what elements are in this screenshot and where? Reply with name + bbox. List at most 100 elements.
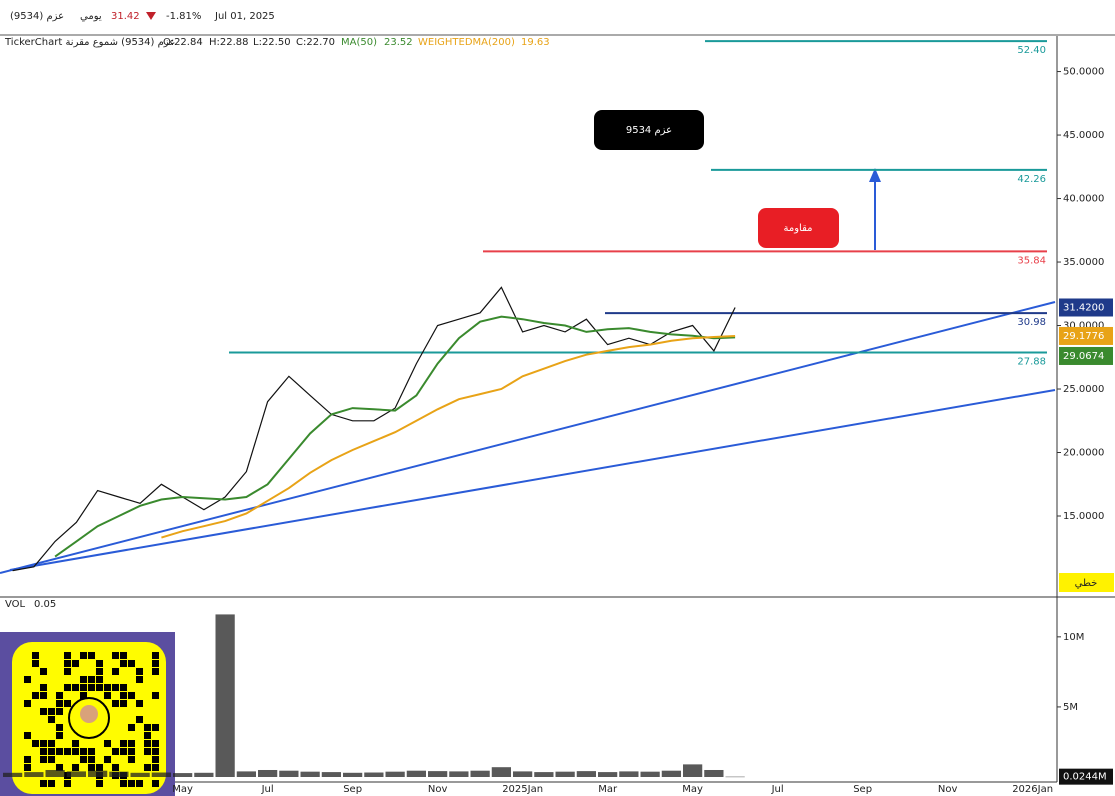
volume-bar	[151, 772, 171, 777]
x-tick-label: Jul	[771, 784, 784, 795]
snapcode-cell	[56, 724, 63, 731]
change: -1.81%	[166, 11, 201, 22]
volume-bar	[640, 771, 660, 777]
snapcode-cell	[120, 740, 127, 747]
snapcode-cell	[80, 684, 87, 691]
level-label: 30.98	[1017, 317, 1046, 328]
snapcode-cell	[80, 692, 87, 699]
snapcode-cell	[48, 780, 55, 787]
price-tag	[1059, 326, 1113, 345]
snapcode-cell	[40, 748, 47, 755]
snapcode-cell	[40, 780, 47, 787]
scale-label[interactable]: خطي	[1075, 578, 1098, 589]
indicator-line	[161, 335, 736, 539]
snapcode-cell	[88, 684, 95, 691]
y-tick-label: 5M	[1063, 702, 1078, 713]
avatar-face	[80, 705, 98, 723]
volume-tag	[1059, 768, 1113, 785]
snapcode-cell	[24, 732, 31, 739]
snapcode-cell	[64, 684, 71, 691]
volume-bar	[534, 772, 554, 777]
snapcode-cell	[40, 684, 47, 691]
x-tick-label: May	[682, 784, 703, 795]
x-tick-label: Nov	[938, 784, 958, 795]
snapcode-cell	[56, 748, 63, 755]
snapcode-cell	[104, 684, 111, 691]
price-tag-label: 29.0674	[1063, 351, 1104, 362]
resistance-annotation: مقاومة	[783, 223, 812, 234]
snapcode-cell	[40, 756, 47, 763]
snapcode-cell	[120, 748, 127, 755]
snapcode-cell	[120, 652, 127, 659]
volume-bar	[576, 771, 596, 777]
snapcode-cell	[152, 692, 159, 699]
snapcode-cell	[152, 780, 159, 787]
volume-name: VOL	[5, 599, 26, 610]
info-close: C:22.70	[296, 37, 335, 48]
level-label: 27.88	[1017, 356, 1046, 367]
snapcode-cell	[40, 668, 47, 675]
snapcode-cell	[136, 668, 143, 675]
y-tick-label: 15.0000	[1063, 511, 1104, 522]
arrow-head	[869, 168, 881, 182]
snapcode-cell	[40, 692, 47, 699]
snapcode-cell	[48, 716, 55, 723]
snapcode-cell	[152, 748, 159, 755]
legend-wma-value: 19.63	[521, 37, 550, 48]
symbol-box	[594, 110, 704, 150]
y-tick-label: 45.0000	[1063, 130, 1104, 141]
y-tick-label: 30.0000	[1063, 321, 1104, 332]
snapcode-cell	[120, 692, 127, 699]
volume-bar	[45, 769, 65, 777]
snapcode-cell	[112, 764, 119, 771]
volume-bar	[215, 614, 235, 777]
price: 31.42	[111, 11, 140, 22]
indicator-line	[54, 315, 736, 558]
snapcode-cell	[88, 764, 95, 771]
legend-wma: WEIGHTEDMA(200)	[418, 37, 515, 48]
snapcode-cell	[152, 668, 159, 675]
snapcode-cell	[120, 684, 127, 691]
snapcode	[0, 632, 175, 796]
y-tick-label: 40.0000	[1063, 194, 1104, 205]
snapcode-cell	[56, 692, 63, 699]
snapcode-cell	[128, 724, 135, 731]
volume-bar	[704, 769, 724, 777]
volume-bar	[725, 776, 745, 778]
volume-bar	[491, 767, 511, 777]
x-tick-label: 2025Jan	[502, 784, 543, 795]
snapcode-cell	[64, 652, 71, 659]
snapcode-cell	[136, 716, 143, 723]
snapcode-cell	[136, 700, 143, 707]
scale-button[interactable]	[1059, 573, 1114, 592]
snapcode-cell	[72, 684, 79, 691]
volume-bar	[598, 772, 618, 777]
snapcode-cell	[112, 748, 119, 755]
trend-line	[0, 301, 1056, 574]
volume-bar	[24, 772, 44, 777]
volume-bar	[300, 771, 320, 777]
volume-bar	[428, 771, 448, 777]
date: Jul 01, 2025	[214, 11, 275, 22]
trend-line	[9, 389, 1056, 571]
snapcode-cell	[88, 652, 95, 659]
volume-bar	[470, 770, 490, 777]
volume-bar	[619, 771, 639, 777]
x-tick-label: Sep	[853, 784, 872, 795]
volume-bar	[683, 764, 703, 777]
snapcode-cell	[128, 660, 135, 667]
snapcode-cell	[152, 756, 159, 763]
volume-bar	[236, 771, 256, 777]
snapcode-cell	[96, 668, 103, 675]
snapcode-cell	[128, 692, 135, 699]
snapcode-cell	[56, 708, 63, 715]
volume-bar	[88, 770, 108, 777]
snapcode-cell	[96, 684, 103, 691]
snapcode-cell	[88, 748, 95, 755]
level-label: 42.26	[1017, 174, 1046, 185]
snapcode-cell	[80, 676, 87, 683]
snapcode-cell	[104, 740, 111, 747]
volume-bar	[385, 771, 405, 777]
snapcode-cell	[32, 692, 39, 699]
snapcode-cell	[72, 740, 79, 747]
